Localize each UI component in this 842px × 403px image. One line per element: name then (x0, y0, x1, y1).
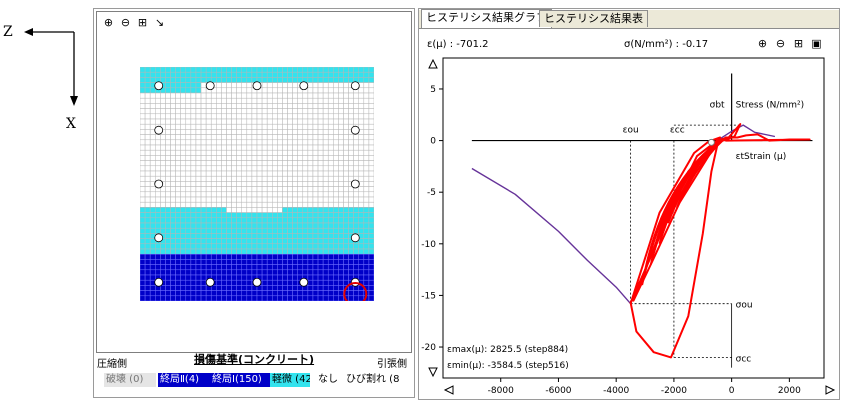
x-axis-label: X (66, 116, 76, 132)
tab-hysteresis-graph[interactable]: ヒステリシス結果グラフ (421, 9, 552, 28)
grid-cells (140, 67, 374, 301)
cursor-marker (707, 138, 715, 146)
strain-axis-label: εtStrain (μ) (736, 152, 787, 162)
window-icon[interactable]: ▣ (811, 37, 822, 50)
rebar-group (154, 81, 360, 287)
rebar (154, 125, 164, 135)
y-tick-label: -15 (421, 291, 436, 301)
x-tick-label: 2000 (778, 386, 801, 396)
zoom-in-icon[interactable]: ⊕ (103, 16, 114, 29)
tab-hysteresis-table[interactable]: ヒステリシス結果表 (539, 10, 648, 27)
rebar (350, 233, 360, 243)
x-tick-label: -8000 (488, 386, 514, 396)
legend-none: なし (316, 373, 342, 387)
rebar (350, 179, 360, 189)
hysteresis-loop (684, 136, 727, 188)
x-tick-label: -4000 (603, 386, 629, 396)
legend-ultimate-2: 終局Ⅱ(4) (158, 373, 210, 387)
axis-arrows (24, 28, 78, 106)
stress-readout: σ(N/mm²) : -0.17 (624, 39, 709, 50)
sigma-ou-label: σou (736, 301, 753, 311)
rebar (252, 277, 262, 287)
fit-grid-icon[interactable]: ⊞ (793, 37, 804, 50)
rebar (154, 233, 164, 243)
stress-axis-label: Stress (N/mm²) (736, 101, 804, 111)
x-tick-label: 0 (729, 386, 735, 396)
rebar (154, 277, 164, 287)
rebar (350, 81, 360, 91)
x-tick-label: -6000 (545, 386, 571, 396)
y-tick-label: -20 (421, 343, 436, 353)
eps-max-label: εmax(μ): 2825.5 (step884) (447, 345, 568, 355)
zoom-out-icon[interactable]: ⊖ (775, 37, 786, 50)
hysteresis-panel: ヒステリシス結果グラフ ヒステリシス結果表 ε(μ) : -701.2 σ(N/… (418, 8, 840, 400)
scroll-down-arrow (428, 367, 438, 378)
section-panel: ⊕ ⊖ ⊞ ↘ 圧縮側 損傷基準(コンクリート) 引張側 破壊 (0) 終局Ⅱ(… (93, 8, 415, 398)
rebar (299, 81, 309, 91)
eps-min-label: εmin(μ): -3584.5 (step516) (447, 361, 569, 371)
eps-ou-label: εou (623, 126, 639, 136)
rebar (350, 125, 360, 135)
section-grid[interactable] (140, 67, 374, 301)
zoom-in-icon[interactable]: ⊕ (757, 37, 768, 50)
caption-compression-side: 圧縮側 (97, 359, 127, 370)
caption-damage-criteria: 損傷基準(コンクリート) (194, 353, 315, 366)
sigma-bt-label: σbt (710, 101, 725, 111)
scroll-left-arrow (443, 385, 454, 395)
left-toolbar: ⊕ ⊖ ⊞ ↘ (101, 15, 167, 30)
rebar (205, 277, 215, 287)
y-tick-label: -10 (421, 240, 436, 250)
tab-strip: ヒステリシス結果グラフ ヒステリシス結果表 (419, 9, 839, 29)
rebar (154, 81, 164, 91)
pointer-icon[interactable]: ↘ (154, 16, 165, 29)
rebar (154, 179, 164, 189)
y-tick-label: 5 (430, 85, 436, 95)
plot-area (442, 57, 825, 379)
x-tick-label: -2000 (661, 386, 687, 396)
rebar (252, 81, 262, 91)
section-view: ⊕ ⊖ ⊞ ↘ (96, 11, 412, 353)
legend-ultimate-1: 終局Ⅰ(150) (210, 373, 270, 387)
caption-tension-side: 引張側 (377, 359, 407, 370)
right-toolbar: ⊕ ⊖ ⊞ ▣ (755, 36, 824, 51)
legend-crack: ひび割れ (8 (344, 373, 400, 387)
z-axis-label: Z (3, 24, 13, 40)
scroll-right-arrow (825, 385, 836, 395)
fit-grid-icon[interactable]: ⊞ (137, 16, 148, 29)
damage-legend: 破壊 (0) 終局Ⅱ(4) 終局Ⅰ(150) 軽微 (420) なし ひび割れ … (104, 373, 404, 387)
y-tick-label: 0 (430, 137, 436, 147)
rebar (205, 81, 215, 91)
zoom-out-icon[interactable]: ⊖ (120, 16, 131, 29)
highlight-ring (343, 281, 368, 301)
hysteresis-chart[interactable]: -8000 -6000 -4000 -2000 0 2000 5 0 -5 -10 -15 -20 εo… (419, 53, 839, 399)
legend-failure: 破壊 (0) (104, 373, 156, 387)
sigma-cc-label: σcc (736, 354, 752, 364)
legend-slight: 軽微 (420) (270, 373, 310, 387)
hysteresis-series (629, 123, 811, 359)
strain-readout: ε(μ) : -701.2 (427, 39, 489, 50)
y-tick-label: -5 (427, 188, 436, 198)
scroll-up-arrow (428, 58, 438, 69)
eps-cc-label: εcc (670, 126, 685, 136)
rebar (299, 277, 309, 287)
